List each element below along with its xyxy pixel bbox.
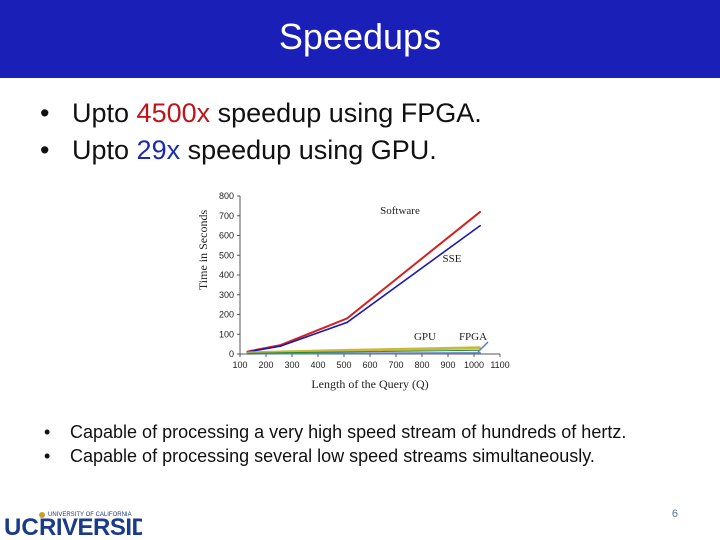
bullet-pre: Upto (72, 98, 137, 128)
bullet-dot: • (44, 422, 51, 442)
data-point-fpga (346, 352, 348, 355)
x-tick-label: 400 (310, 360, 325, 370)
bullet-text: Capable of processing several low speed … (70, 446, 595, 466)
uc-riverside-logo: UC RIVERSIDE UNIVERSITY OF CALIFORNIA (4, 512, 142, 538)
y-tick-label: 600 (219, 231, 234, 241)
series-line-sse (247, 224, 481, 353)
y-tick-label: 700 (219, 211, 234, 221)
x-tick-label: 700 (388, 360, 403, 370)
bottom-bullet-list: • Capable of processing a very high spee… (44, 422, 684, 466)
y-tick-label: 300 (219, 290, 234, 300)
y-tick-label: 0 (229, 349, 234, 359)
bullet-dot: • (40, 135, 50, 165)
series-line-fpga-secondary (247, 349, 481, 354)
title-bar (0, 0, 720, 78)
x-tick-label: 600 (362, 360, 377, 370)
series-line-fpga (247, 352, 481, 355)
data-point-gpu (346, 349, 348, 352)
y-tick-label: 200 (219, 310, 234, 320)
y-tick-label: 100 (219, 329, 234, 339)
x-tick-label: 1000 (464, 360, 484, 370)
y-tick-label: 500 (219, 250, 234, 260)
x-tick-label: 200 (258, 360, 273, 370)
data-point-fpga (479, 352, 482, 354)
x-tick-label: 1100 (490, 360, 509, 370)
x-tick-label: 300 (284, 360, 299, 370)
gpu-speedup-highlight: 29x (136, 135, 181, 165)
y-axis-label: Time in Seconds (196, 210, 210, 291)
bullet-high-speed: • Capable of processing a very high spee… (44, 422, 684, 442)
bullet-text: Capable of processing a very high speed … (70, 422, 627, 442)
data-point-sse (346, 321, 348, 324)
data-point-software (479, 211, 482, 213)
bullet-text: Upto 4500x speedup using FPGA. (72, 95, 482, 132)
data-point-gpu (479, 346, 482, 349)
series-line-software (247, 211, 481, 353)
fpga-pointer-arrow (477, 341, 489, 353)
x-tick-label: 800 (414, 360, 429, 370)
series-line-gpu (247, 346, 481, 355)
x-axis-label: Length of the Query (Q) (311, 377, 428, 391)
bullet-text: Upto 29x speedup using GPU. (72, 132, 437, 169)
data-point-software (346, 317, 348, 320)
x-tick-label: 900 (440, 360, 455, 370)
series-label-fpga: FPGA (459, 331, 487, 343)
data-point-sse (479, 224, 482, 227)
bullet-post: speedup using GPU. (180, 135, 437, 165)
top-bullet-list: • Upto 4500x speedup using FPGA. • Upto … (40, 95, 700, 169)
bullet-pre: Upto (72, 135, 137, 165)
series-label-sse: SSE (443, 253, 462, 265)
page-number: 6 (671, 508, 678, 520)
y-tick-label: 400 (219, 270, 234, 280)
logo-tagline: UNIVERSITY OF CALIFORNIA (48, 512, 132, 518)
bullet-dot: • (40, 98, 50, 128)
bullet-dot: • (44, 446, 51, 466)
logo-uc: UC (4, 514, 39, 538)
x-tick-label: 500 (336, 360, 351, 370)
logo-riverside: RIVERSIDE (39, 514, 142, 538)
series-label-gpu: GPU (414, 331, 436, 343)
fpga-speedup-highlight: 4500x (136, 98, 211, 128)
series-label-software: Software (380, 205, 420, 217)
bullet-gpu: • Upto 29x speedup using GPU. (40, 132, 700, 169)
x-tick-label: 100 (232, 360, 247, 370)
bullet-post: speedup using FPGA. (210, 98, 482, 128)
bullet-fpga: • Upto 4500x speedup using FPGA. (40, 95, 700, 132)
data-point-sse (279, 345, 282, 347)
slide-title: Speedups (278, 16, 442, 57)
y-tick-label: 800 (219, 191, 234, 201)
bullet-low-speed: • Capable of processing several low spee… (44, 446, 684, 466)
logo-seal-icon (39, 512, 45, 518)
